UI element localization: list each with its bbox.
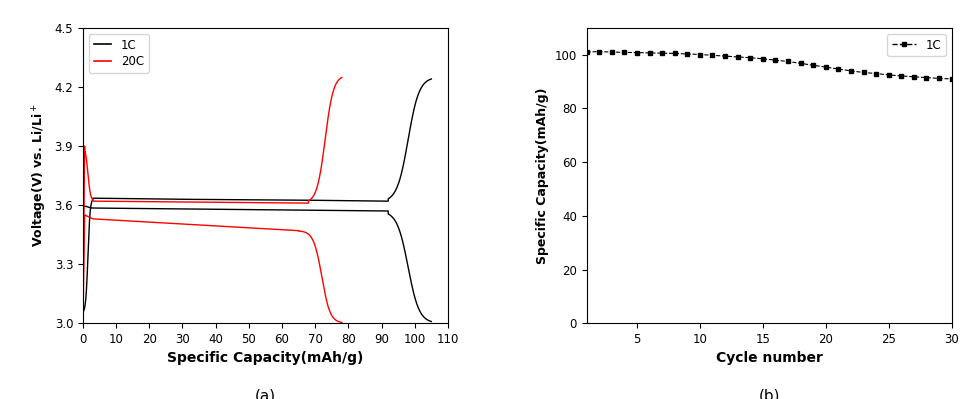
Legend: 1C, 20C: 1C, 20C	[89, 34, 148, 73]
Legend: 1C: 1C	[887, 34, 946, 56]
Text: (a): (a)	[255, 388, 276, 399]
Y-axis label: Voltage(V) vs. Li/Li$^+$: Voltage(V) vs. Li/Li$^+$	[30, 104, 49, 247]
X-axis label: Cycle number: Cycle number	[715, 352, 823, 365]
Y-axis label: Specific Capacity(mAh/g): Specific Capacity(mAh/g)	[536, 87, 549, 264]
X-axis label: Specific Capacity(mAh/g): Specific Capacity(mAh/g)	[167, 352, 364, 365]
Text: (b): (b)	[758, 388, 780, 399]
